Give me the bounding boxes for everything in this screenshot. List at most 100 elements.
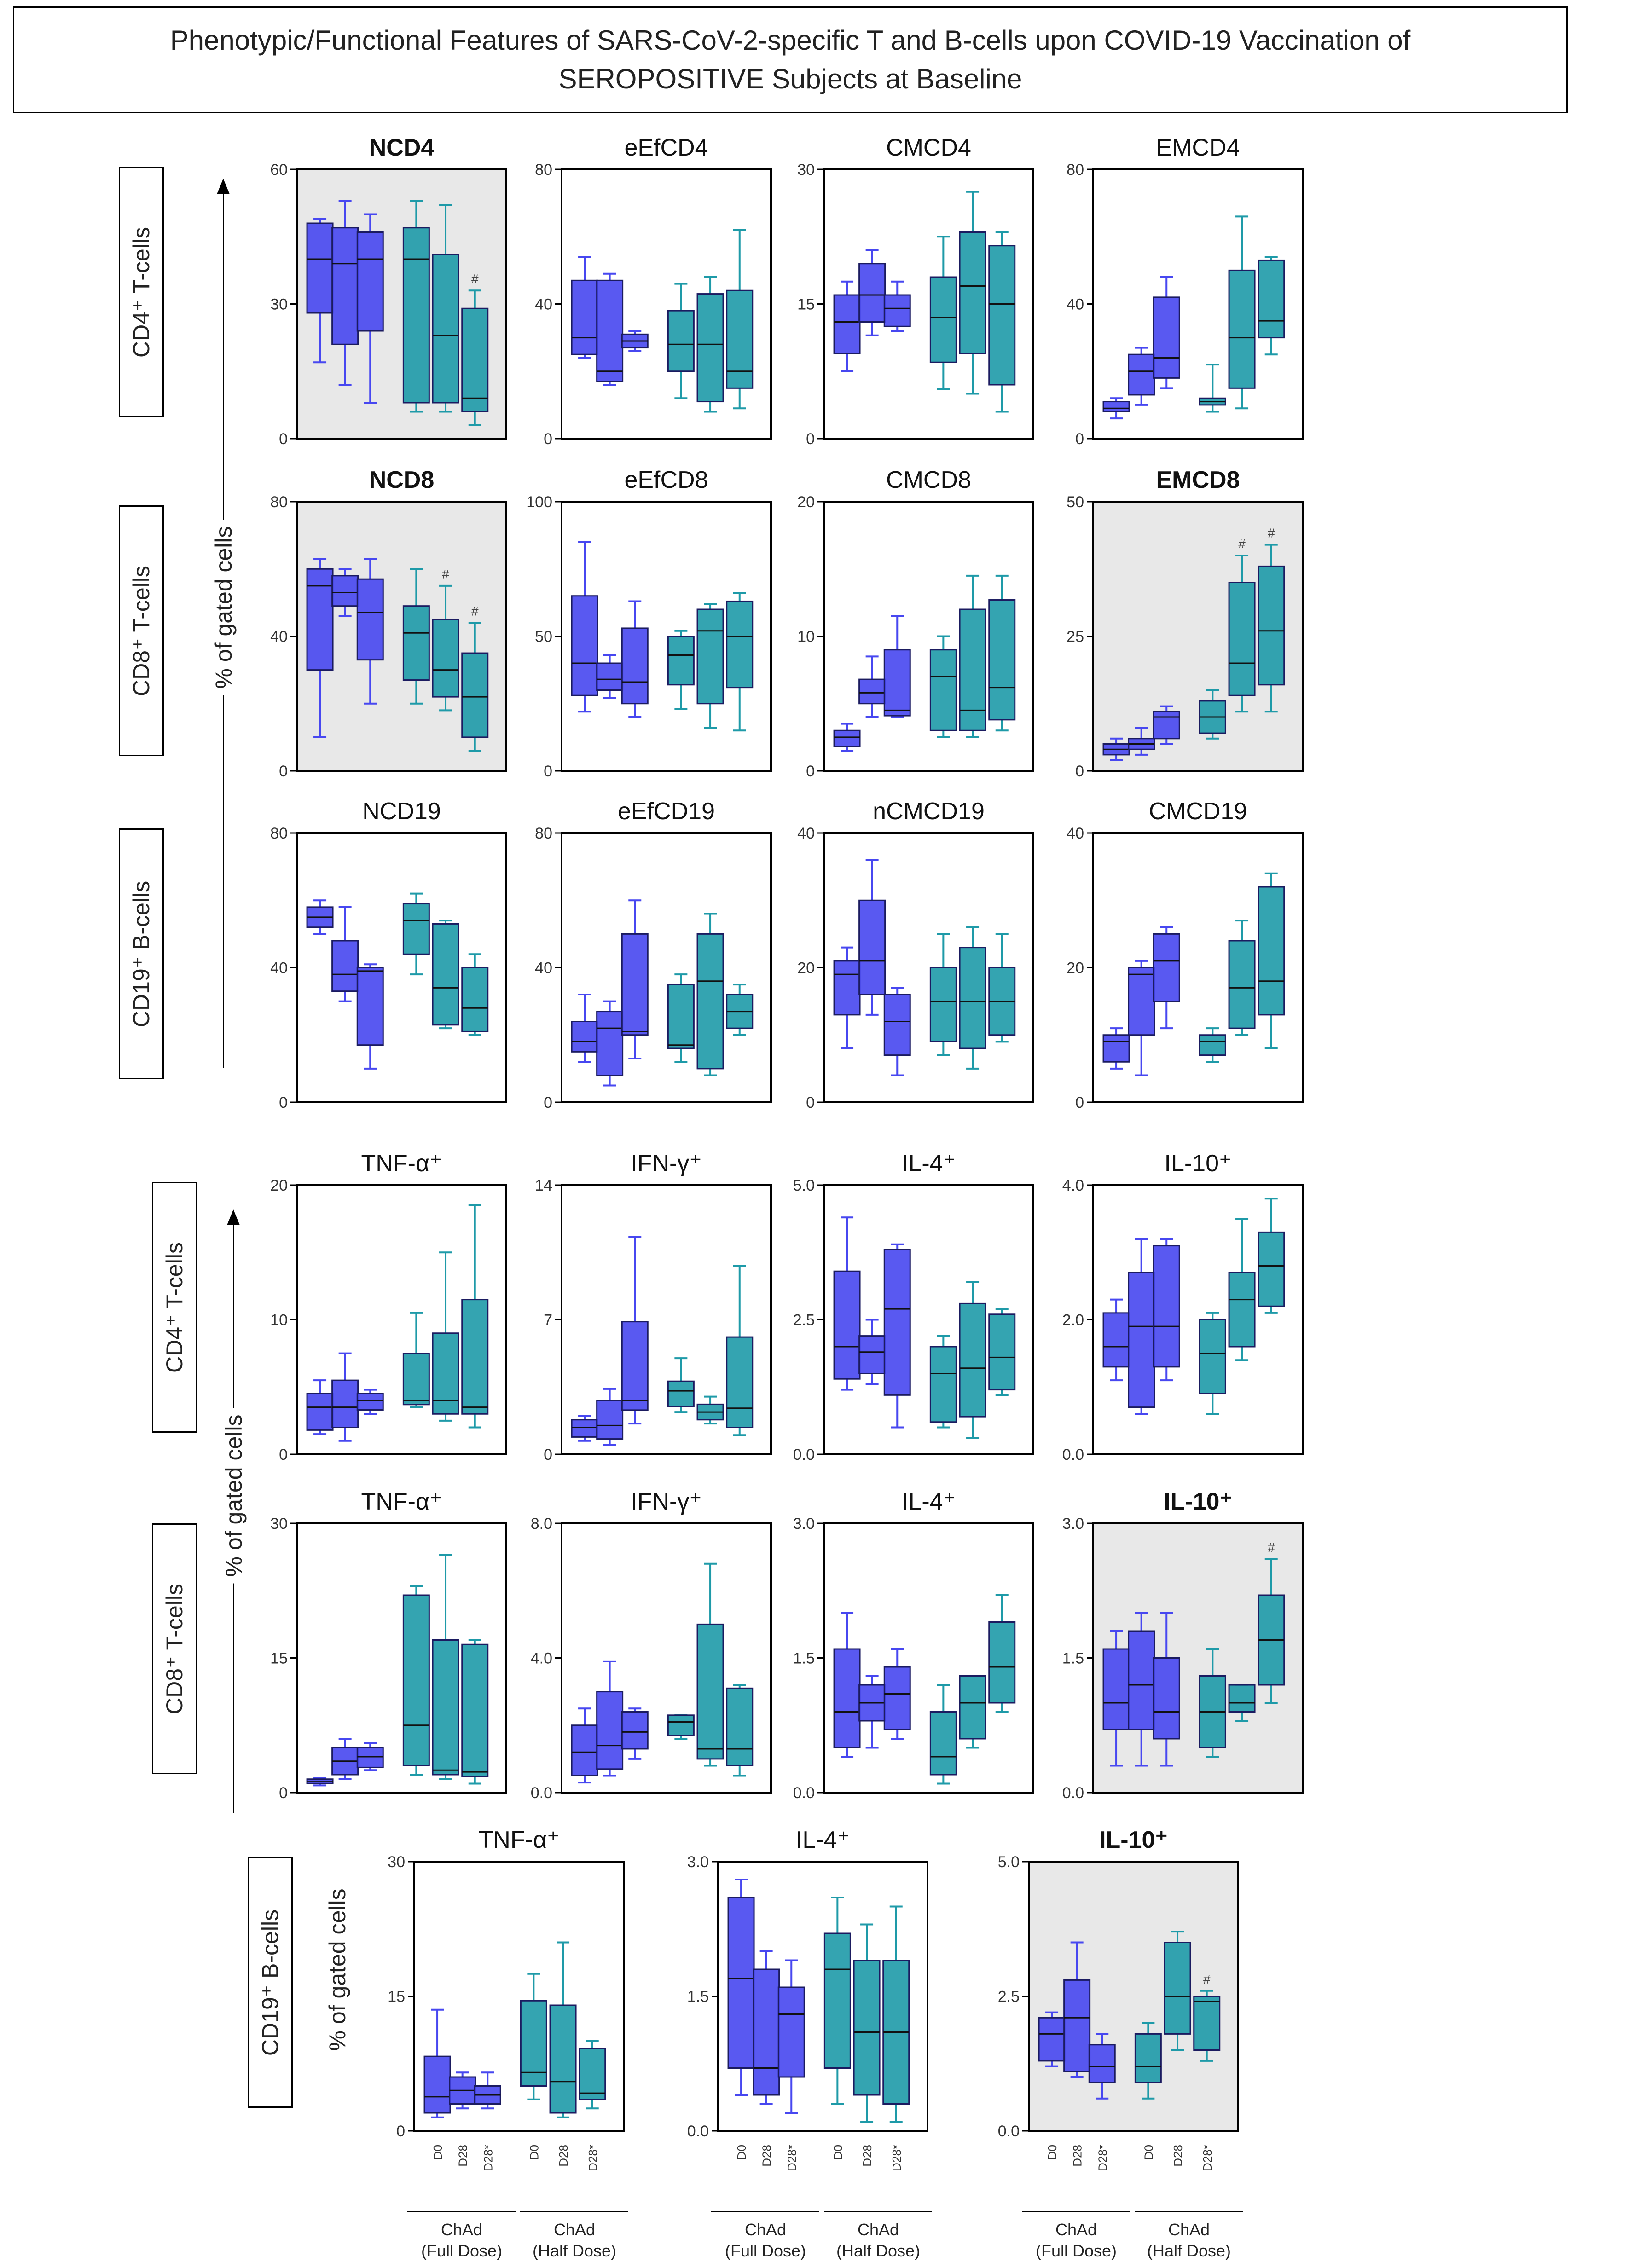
- x-tick-label: D0: [431, 2145, 445, 2160]
- y-tick-label: 2.5: [998, 1988, 1020, 2006]
- group-label-half-3: ChAd (Half Dose): [1147, 2220, 1231, 2260]
- box: [883, 294, 911, 327]
- box: [596, 279, 624, 382]
- box: [988, 1313, 1016, 1391]
- y-tick-label: 0.0: [998, 2123, 1020, 2140]
- box: [571, 595, 598, 696]
- panel-frame: [296, 832, 507, 1103]
- box: [858, 1335, 886, 1375]
- box: [1128, 1272, 1155, 1408]
- y-tick-label: 0: [279, 1446, 288, 1464]
- x-tick-label: D28*: [1200, 2145, 1214, 2171]
- y-tick-label: 0: [279, 430, 288, 448]
- panel-frame: [823, 832, 1034, 1103]
- box: [667, 1714, 695, 1736]
- significance-mark: #: [1238, 537, 1246, 551]
- box: [667, 984, 695, 1049]
- box: [1258, 565, 1285, 686]
- box: [929, 967, 957, 1042]
- box: [858, 678, 886, 705]
- significance-mark: #: [1203, 1972, 1211, 1986]
- group-label-half-2: ChAd (Half Dose): [836, 2220, 921, 2260]
- y-tick-label: 3.0: [1062, 1515, 1084, 1533]
- y-tick-label: 80: [1067, 161, 1084, 179]
- box: [883, 994, 911, 1056]
- panel-title: IFN-γ⁺: [631, 1150, 702, 1177]
- box: [1153, 296, 1180, 379]
- y-tick-label: 30: [270, 1515, 288, 1533]
- x-tick-label: D0: [831, 2145, 845, 2160]
- y-tick-label: 10: [797, 628, 815, 646]
- y-tick-label: 80: [535, 825, 552, 842]
- row-label-cd19-phenotype: CD19⁺ B-cells: [119, 828, 164, 1079]
- y-tick-label: 0.0: [531, 1784, 552, 1802]
- panel-frame: [296, 1184, 507, 1455]
- box: [402, 903, 430, 955]
- box: [753, 1968, 780, 2096]
- box: [306, 1393, 334, 1431]
- panel-title: EMCD8: [1156, 467, 1240, 493]
- y-tick-label: 80: [270, 825, 288, 842]
- y-tick-label: 0: [806, 1094, 815, 1111]
- y-tick-label: 30: [388, 1853, 405, 1871]
- box: [549, 2004, 577, 2114]
- panel-frame: [823, 1184, 1034, 1455]
- panel-frame: [1092, 1184, 1304, 1455]
- panel-title: TNF-α⁺: [361, 1150, 442, 1177]
- box: [667, 1380, 695, 1407]
- significance-mark: #: [1268, 1540, 1275, 1555]
- box: [306, 568, 334, 671]
- row-label-cd4-phenotype: CD4⁺ T-cells: [119, 167, 164, 417]
- y-tick-label: 0: [1075, 763, 1084, 780]
- y-tick-label: 20: [797, 493, 815, 511]
- panel-title: EMCD4: [1156, 134, 1240, 161]
- group-rule-full-1: [407, 2211, 516, 2212]
- panel-frame: [561, 832, 772, 1103]
- y-tick-label: 50: [535, 628, 552, 646]
- box: [596, 1011, 624, 1076]
- x-tick-label: D28: [456, 2145, 470, 2167]
- figure-title-line-1: Phenotypic/Functional Features of SARS-C…: [170, 25, 1411, 56]
- y-tick-label: 0.0: [793, 1446, 815, 1464]
- box: [833, 729, 861, 747]
- box: [1134, 2033, 1162, 2083]
- panel-frame: [296, 501, 507, 772]
- y-tick-label: 1.5: [793, 1650, 815, 1667]
- panel-title: IL-4⁺: [902, 1150, 956, 1177]
- box: [356, 1747, 384, 1768]
- box: [596, 1691, 624, 1770]
- box: [1258, 1231, 1285, 1307]
- box: [331, 227, 359, 345]
- box: [777, 1986, 805, 2078]
- box: [461, 1299, 489, 1415]
- box: [929, 1711, 957, 1776]
- box: [1088, 2044, 1116, 2083]
- row-label-cd8-cytokine: CD8⁺ T-cells: [152, 1523, 197, 1774]
- box: [727, 1897, 755, 2069]
- group-label-full-1: ChAd (Full Dose): [421, 2220, 503, 2260]
- box: [432, 923, 459, 1026]
- panel-frame: [1092, 1522, 1304, 1794]
- y-tick-label: 5.0: [998, 1853, 1020, 1871]
- y-tick-label: 3.0: [793, 1515, 815, 1533]
- box: [726, 600, 754, 688]
- x-tick-label: D0: [527, 2145, 541, 2160]
- panel-title: nCMCD19: [873, 798, 985, 825]
- box: [667, 310, 695, 372]
- y-tick-label: 8.0: [531, 1515, 552, 1533]
- y-tick-label: 10: [270, 1312, 288, 1329]
- y-tick-label: 5.0: [793, 1177, 815, 1194]
- panel-title: CMCD19: [1149, 798, 1247, 825]
- y-tick-label: 40: [535, 960, 552, 977]
- panel-frame: [561, 501, 772, 772]
- box: [461, 967, 489, 1032]
- panel-frame: [296, 1522, 507, 1794]
- box: [883, 1249, 911, 1396]
- box: [621, 933, 649, 1036]
- y-tick-label: 40: [1067, 825, 1084, 842]
- y-tick-label: 0.0: [1062, 1784, 1084, 1802]
- panel-frame: [561, 1522, 772, 1794]
- panel-frame: [717, 1861, 928, 2132]
- box: [667, 636, 695, 686]
- box: [402, 1353, 430, 1406]
